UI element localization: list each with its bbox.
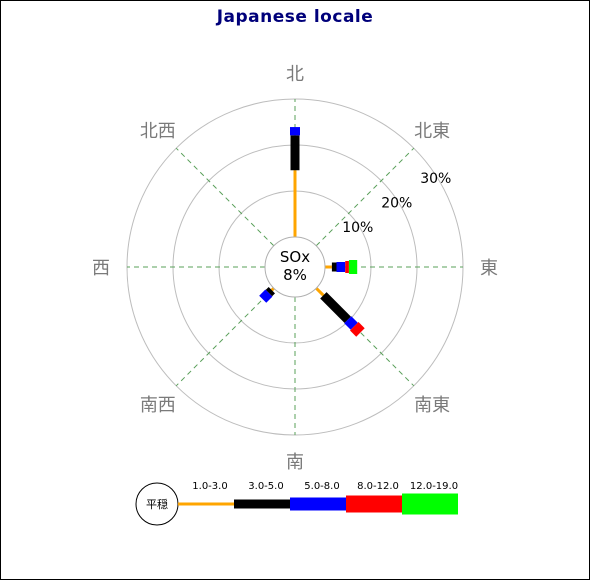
spoke-6	[175, 287, 275, 387]
direction-label-3: 東	[480, 258, 498, 279]
legend-swatch-2	[234, 499, 290, 509]
spoke-8	[175, 147, 275, 247]
legend-label-3: 5.0-8.0	[304, 481, 339, 492]
direction-label-2: 北東	[414, 121, 450, 142]
chart-title: Japanese locale	[216, 7, 374, 27]
bar-4-bin-3	[259, 289, 273, 303]
direction-label-6: 南西	[140, 395, 176, 416]
legend-label-2: 3.0-5.0	[248, 481, 283, 492]
ring-label-3: 30%	[420, 171, 451, 187]
ring-label-2: 20%	[381, 195, 412, 211]
center-value: 8%	[283, 266, 307, 284]
direction-label-1: 北	[286, 64, 304, 85]
bar-3-bin-2	[320, 292, 351, 323]
spoke-2	[315, 147, 415, 247]
bar-3-bin-1	[315, 287, 325, 297]
direction-label-4: 南東	[414, 395, 450, 416]
direction-label-7: 西	[92, 258, 110, 279]
bar-3-bin-4	[350, 322, 365, 337]
bar-3-bin-3	[344, 316, 358, 330]
legend-label-1: 1.0-3.0	[192, 481, 227, 492]
legend-swatch-1	[178, 502, 234, 506]
direction-label-8: 北西	[140, 121, 176, 142]
center-label: SOx	[280, 248, 310, 266]
legend-label-4: 8.0-12.0	[357, 481, 399, 492]
legend-label-5: 12.0-19.0	[410, 481, 458, 492]
bar-4-bin-2	[265, 286, 276, 297]
legend-swatch-5	[402, 493, 458, 515]
legend-swatch-3	[290, 497, 346, 511]
direction-label-5: 南	[286, 452, 304, 473]
legend-swatch-4	[346, 495, 402, 513]
ring-label-1: 10%	[342, 220, 373, 236]
center-circle	[264, 236, 326, 298]
legend-calm-label: 平穏	[146, 498, 168, 511]
